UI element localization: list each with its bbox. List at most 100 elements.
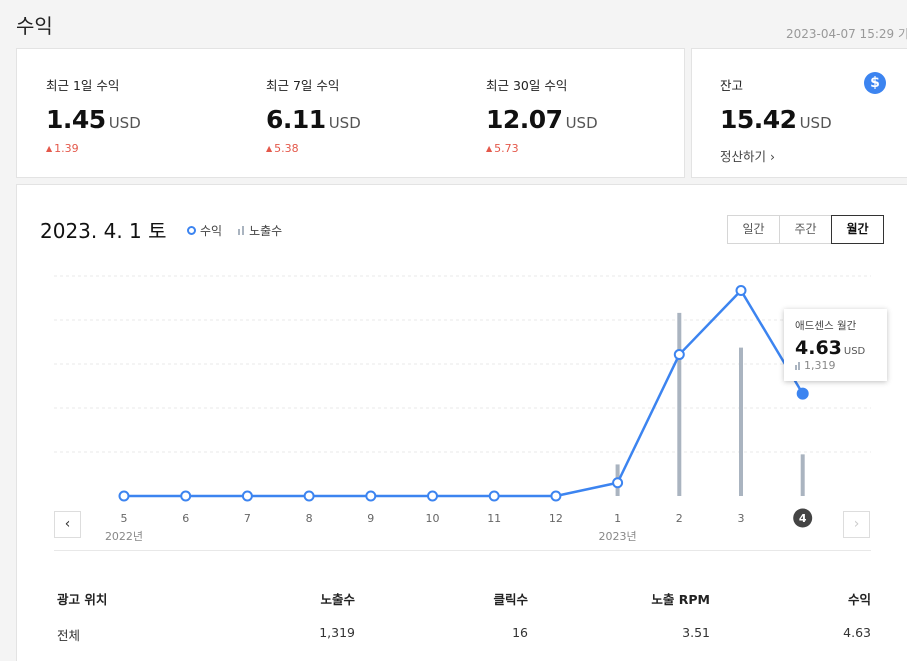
up-triangle-icon: ▲ xyxy=(486,144,493,153)
revenue-point xyxy=(550,490,562,502)
table-divider xyxy=(54,550,871,551)
chevron-left-icon[interactable]: ‹ xyxy=(54,511,81,538)
up-triangle-icon: ▲ xyxy=(266,144,273,153)
earnings-chart-card: 2023. 4. 1 토 수익 노출수 일간 주간 월간 5 6 7 8 9 10 11 12… xyxy=(16,184,907,661)
bar-chart-icon xyxy=(795,361,800,370)
table-header-cell: 광고 위치 xyxy=(57,592,108,607)
metric-value: 12.07 USD xyxy=(486,105,598,134)
balance-value: 15.42 USD xyxy=(720,105,832,134)
tooltip-impressions-value: 1,319 xyxy=(804,359,836,372)
table-cell: 16 xyxy=(512,625,528,640)
tooltip-title: 애드센스 월간 xyxy=(795,320,857,332)
selected-month-marker xyxy=(793,508,813,528)
revenue-point xyxy=(796,387,809,400)
revenue-point xyxy=(303,490,315,502)
revenue-point xyxy=(427,490,438,502)
legend-impressions-label: 노출수 xyxy=(249,224,283,238)
revenue-point xyxy=(488,490,500,502)
balance-label: 잔고 xyxy=(720,78,744,93)
metric-change: ▲ 1.39 xyxy=(46,142,141,155)
balance-unit: USD xyxy=(799,114,832,132)
month-tick-label: 8 xyxy=(306,512,313,525)
table-header-cell: 노출 RPM xyxy=(651,592,710,607)
chart-legend: 수익 노출수 xyxy=(187,222,282,239)
table-header-cell: 클릭수 xyxy=(493,592,528,607)
last-updated-timestamp: 2023-04-07 15:29 기준 xyxy=(786,27,907,41)
period-monthly-button[interactable]: 월간 xyxy=(831,215,884,244)
impressions-bar xyxy=(800,454,805,496)
metric-number: 1.45 xyxy=(46,105,106,134)
metric-unit: USD xyxy=(328,114,361,132)
chevron-right-icon[interactable]: › xyxy=(843,511,870,538)
metric-value: 1.45 USD xyxy=(46,105,141,134)
metric-change-value: 5.38 xyxy=(274,142,299,155)
period-daily-button[interactable]: 일간 xyxy=(727,215,780,244)
year-label: 2022년 xyxy=(105,530,143,543)
period-weekly-button[interactable]: 주간 xyxy=(779,215,832,244)
page-title: 수익 xyxy=(16,14,53,38)
selected-date: 2023. 4. 1 토 xyxy=(40,219,167,243)
metric-unit: USD xyxy=(565,114,598,132)
tooltip-number: 4.63 xyxy=(795,337,842,359)
metric-label: 최근 7일 수익 xyxy=(266,78,340,93)
revenue-point xyxy=(673,349,685,361)
tooltip-value: 4.63 USD xyxy=(795,337,876,359)
chart-tooltip: 애드센스 월간 4.63 USD 1,319 xyxy=(784,309,887,381)
up-triangle-icon: ▲ xyxy=(46,144,53,153)
metric-number: 12.07 xyxy=(486,105,563,134)
metric-change: ▲ 5.73 xyxy=(486,142,598,155)
metric-change: ▲ 5.38 xyxy=(266,142,361,155)
metric-1-day: 최근 1일 수익 1.45 USD ▲ 1.39 xyxy=(46,75,141,155)
legend-revenue-label: 수익 xyxy=(200,224,223,238)
revenue-legend-icon xyxy=(187,226,196,235)
month-tick-label: 9 xyxy=(367,512,374,525)
metric-unit: USD xyxy=(108,114,141,132)
revenue-point xyxy=(735,284,747,296)
table-cell: 4.63 xyxy=(843,625,871,640)
metric-30-day: 최근 30일 수익 12.07 USD ▲ 5.73 xyxy=(486,75,598,155)
month-tick-label: 1 xyxy=(614,512,621,525)
month-tick-label: 3 xyxy=(738,512,745,525)
revenue-line xyxy=(124,289,804,498)
tooltip-impressions: 1,319 xyxy=(795,359,876,372)
impressions-bar xyxy=(677,312,682,496)
table-header-cell: 수익 xyxy=(847,592,871,607)
settle-link[interactable]: 정산하기 › xyxy=(720,146,832,165)
balance-number: 15.42 xyxy=(720,105,797,134)
settle-label: 정산하기 xyxy=(720,149,767,164)
impressions-legend-icon xyxy=(238,226,245,235)
revenue-point xyxy=(118,490,130,502)
metric-change-value: 5.73 xyxy=(494,142,519,155)
month-tick-label: 4 xyxy=(799,512,807,525)
metric-change-value: 1.39 xyxy=(54,142,79,155)
balance-card: 잔고 15.42 USD 정산하기 › $ xyxy=(691,48,907,178)
earnings-summary-card: 최근 1일 수익 1.45 USD ▲ 1.39 최근 7일 수익 6.11 USD … xyxy=(16,48,685,178)
impressions-bar xyxy=(739,347,743,496)
metric-label: 최근 30일 수익 xyxy=(486,78,568,93)
revenue-point xyxy=(180,490,192,502)
chevron-right-icon: › xyxy=(770,149,775,164)
tooltip-unit: USD xyxy=(843,346,866,357)
revenue-point xyxy=(241,490,253,502)
table-cell: 1,319 xyxy=(319,625,355,640)
month-tick-label: 12 xyxy=(549,512,563,525)
metric-number: 6.11 xyxy=(266,105,326,134)
month-tick-label: 10 xyxy=(426,512,440,525)
balance-metric: 잔고 15.42 USD 정산하기 › xyxy=(720,75,832,165)
metric-value: 6.11 USD xyxy=(266,105,361,134)
month-tick-label: 2 xyxy=(676,512,683,525)
dollar-icon: $ xyxy=(864,72,886,94)
month-tick-label: 7 xyxy=(244,512,251,525)
month-tick-label: 5 xyxy=(121,512,128,525)
revenue-point xyxy=(365,490,377,502)
table-cell: 3.51 xyxy=(682,625,710,640)
revenue-point xyxy=(612,477,624,489)
period-toggle-group: 일간 주간 월간 xyxy=(727,215,884,244)
table-header-cell: 노출수 xyxy=(320,592,355,607)
month-tick-label: 6 xyxy=(182,512,189,525)
metric-label: 최근 1일 수익 xyxy=(46,78,120,93)
month-tick-label: 11 xyxy=(487,512,501,525)
year-label: 2023년 xyxy=(599,530,637,543)
table-cell: 전체 xyxy=(57,628,81,643)
